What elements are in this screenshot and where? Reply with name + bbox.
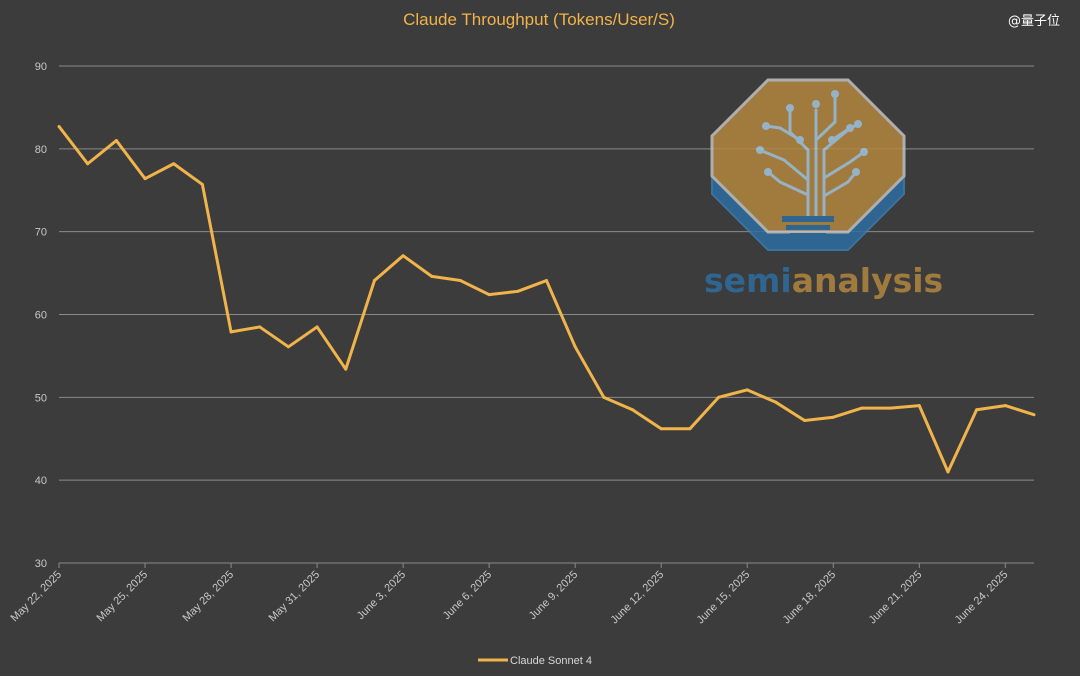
data-point: [688, 427, 692, 431]
logo-wordmark: semianalysis: [704, 261, 943, 300]
data-point: [458, 279, 462, 283]
data-point: [143, 177, 147, 181]
data-point: [774, 400, 778, 404]
x-tick-label: June 9, 2025: [527, 569, 580, 622]
data-point: [86, 162, 90, 166]
y-tick-label: 50: [35, 392, 47, 404]
x-tick-label: June 6, 2025: [441, 569, 494, 622]
data-point: [831, 415, 835, 419]
data-point: [1032, 413, 1036, 417]
data-point: [745, 388, 749, 392]
data-point: [516, 289, 520, 293]
data-point: [659, 427, 663, 431]
data-point: [717, 395, 721, 399]
x-tick-label: May 25, 2025: [95, 569, 151, 625]
x-tick-label: May 22, 2025: [9, 569, 65, 625]
legend[interactable]: Claude Sonnet 4: [478, 655, 592, 667]
semianalysis-logo: semianalysis: [704, 78, 943, 300]
y-tick-label: 60: [35, 310, 47, 322]
data-point: [573, 345, 577, 349]
data-point: [889, 406, 893, 410]
data-point: [258, 325, 262, 329]
data-point: [1003, 404, 1007, 408]
x-tick-label: June 21, 2025: [867, 569, 925, 627]
x-tick-label: June 15, 2025: [695, 569, 753, 627]
x-tick-label: May 28, 2025: [181, 569, 237, 625]
data-point: [803, 419, 807, 423]
y-tick-label: 40: [35, 475, 47, 487]
data-point: [315, 325, 319, 329]
x-tick-label: June 12, 2025: [609, 569, 667, 627]
legend-label: Claude Sonnet 4: [510, 655, 592, 667]
data-point: [430, 274, 434, 278]
data-point: [975, 408, 979, 412]
x-axis-ticks: May 22, 2025 May 25, 2025 May 28, 2025 May …: [9, 563, 1011, 627]
x-tick-label: June 18, 2025: [781, 569, 839, 627]
data-point: [57, 124, 61, 128]
data-point: [200, 182, 204, 186]
y-tick-label: 80: [35, 144, 47, 156]
series-points: [57, 124, 1036, 474]
logo-base-bars: [782, 216, 834, 238]
x-tick-label: May 31, 2025: [267, 569, 323, 625]
data-point: [286, 345, 290, 349]
data-point: [487, 293, 491, 297]
data-point: [917, 404, 921, 408]
data-point: [372, 279, 376, 283]
y-tick-label: 90: [35, 61, 47, 73]
data-point: [401, 254, 405, 258]
watermark: @量子位: [1007, 14, 1060, 29]
data-point: [631, 408, 635, 412]
data-point: [602, 395, 606, 399]
y-tick-label: 70: [35, 227, 47, 239]
data-point: [114, 139, 118, 143]
logo-text-analysis: analysis: [792, 261, 943, 300]
y-axis-ticks: 30 40 50 60 70 80 90: [35, 61, 47, 570]
x-tick-label: June 3, 2025: [355, 569, 408, 622]
data-point: [172, 162, 176, 166]
chart-title: Claude Throughput (Tokens/User/S): [403, 10, 675, 29]
y-tick-label: 30: [35, 558, 47, 570]
logo-circuit-nodes: [756, 90, 868, 176]
x-tick-label: June 24, 2025: [953, 569, 1011, 627]
data-point: [344, 367, 348, 371]
data-point: [860, 406, 864, 410]
logo-text-semi: semi: [704, 261, 792, 300]
data-point: [229, 330, 233, 334]
data-point: [946, 470, 950, 474]
chart-grid: [59, 65, 1034, 564]
data-point: [545, 279, 548, 283]
